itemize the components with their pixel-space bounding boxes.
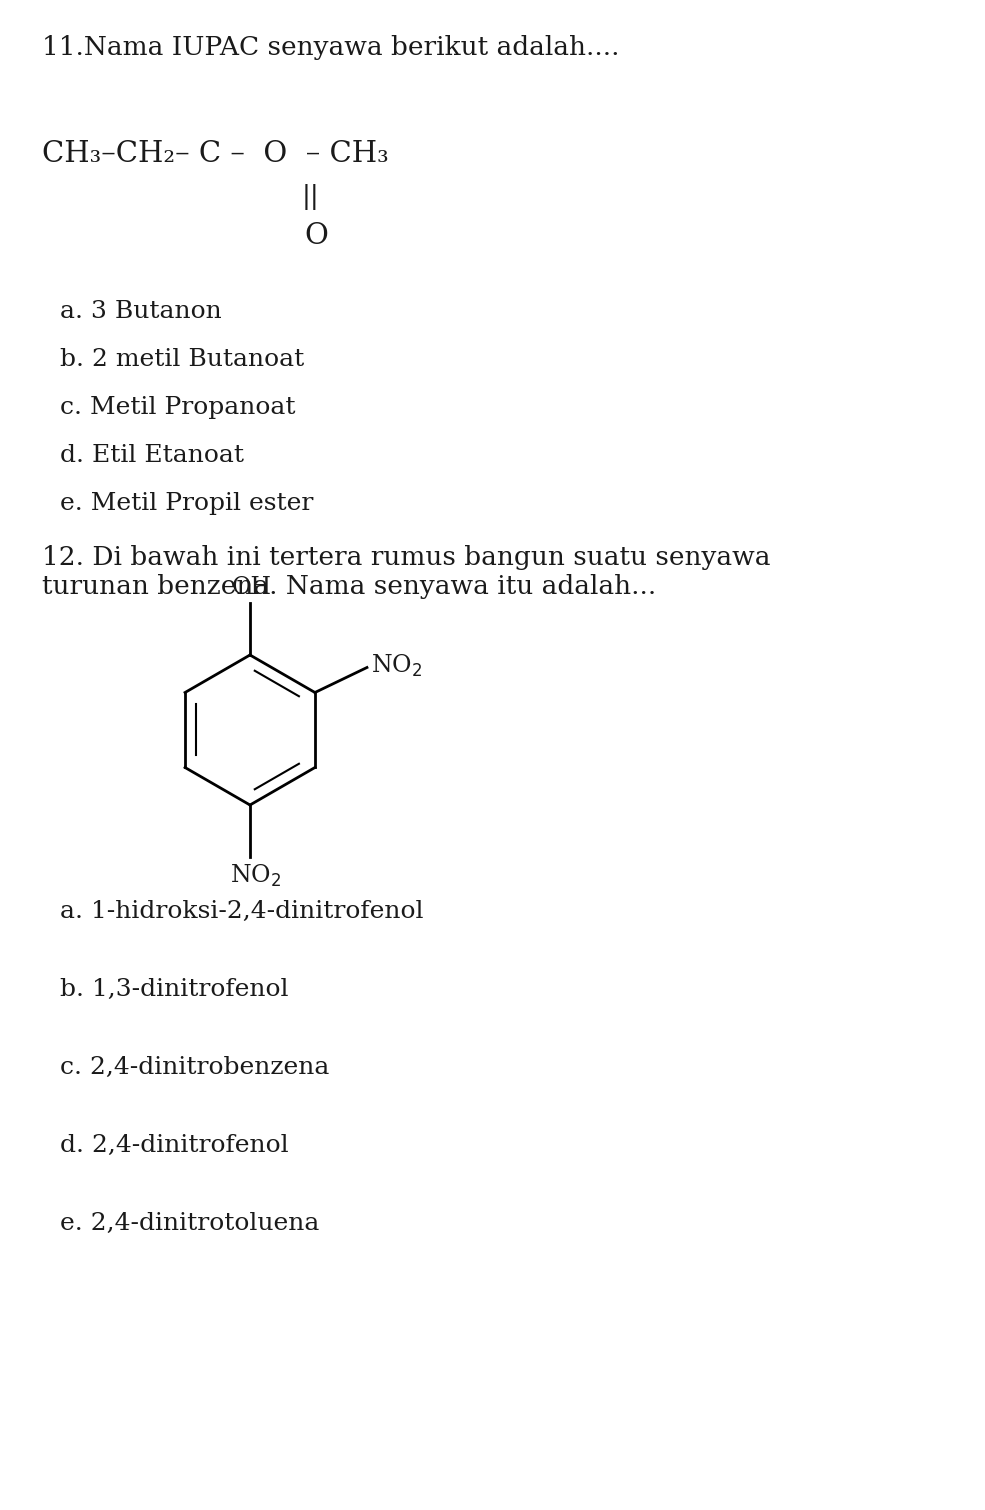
Text: 12. Di bawah ini tertera rumus bangun suatu senyawa
turunan benzena. Nama senyaw: 12. Di bawah ini tertera rumus bangun su…	[42, 545, 770, 599]
Text: d. 2,4-dinitrofenol: d. 2,4-dinitrofenol	[60, 1134, 289, 1157]
Text: a. 1-hidroksi-2,4-dinitrofenol: a. 1-hidroksi-2,4-dinitrofenol	[60, 900, 424, 923]
Text: b. 1,3-dinitrofenol: b. 1,3-dinitrofenol	[60, 978, 289, 1001]
Text: 11.Nama IUPAC senyawa berikut adalah....: 11.Nama IUPAC senyawa berikut adalah....	[42, 35, 620, 60]
Text: d. Etil Etanoat: d. Etil Etanoat	[60, 444, 244, 467]
Text: b. 2 metil Butanoat: b. 2 metil Butanoat	[60, 347, 304, 371]
Text: OH: OH	[232, 575, 272, 599]
Text: NO$_2$: NO$_2$	[230, 864, 281, 889]
Text: a. 3 Butanon: a. 3 Butanon	[60, 300, 222, 323]
Text: e. 2,4-dinitrotoluena: e. 2,4-dinitrotoluena	[60, 1213, 319, 1235]
Text: e. Metil Propil ester: e. Metil Propil ester	[60, 492, 313, 515]
Text: c. 2,4-dinitrobenzena: c. 2,4-dinitrobenzena	[60, 1055, 329, 1080]
Text: O: O	[304, 222, 328, 251]
Text: c. Metil Propanoat: c. Metil Propanoat	[60, 396, 296, 418]
Text: NO$_2$: NO$_2$	[371, 652, 423, 678]
Text: CH₃–CH₂– C –  O  – CH₃: CH₃–CH₂– C – O – CH₃	[42, 140, 389, 168]
Text: ||: ||	[302, 184, 320, 210]
